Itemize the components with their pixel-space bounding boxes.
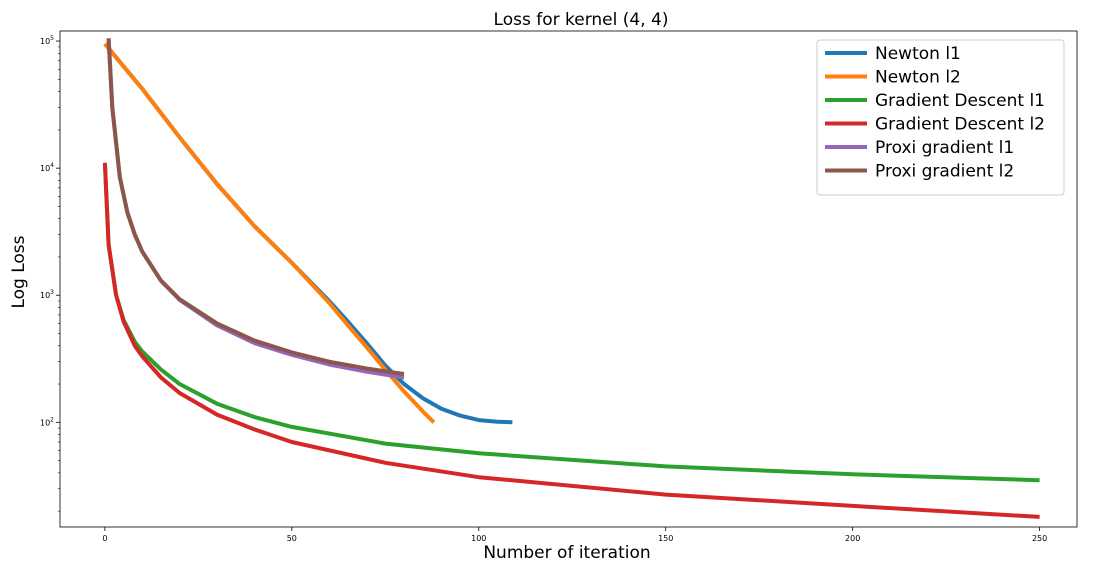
series-line-gradient-descent-l2 <box>102 162 1040 519</box>
plot-area <box>59 30 1078 528</box>
legend-items: Newton l1 Newton l2 Gradient Descent l1 Gra… <box>825 44 1045 182</box>
legend-label-newton-l2: Newton l2 <box>875 68 961 88</box>
y-axis-label: Log Loss <box>9 235 29 308</box>
x-tick-label: 100 <box>471 534 486 543</box>
x-tick-label: 50 <box>287 534 297 543</box>
x-axis-label: Number of iteration <box>483 543 650 563</box>
legend-label-gradient-descent-l1: Gradient Descent l1 <box>875 91 1045 111</box>
series-line-newton-l1 <box>103 42 513 425</box>
x-axis: 0 50 100 150 200 250 <box>102 527 1047 543</box>
y-tick-label: 105 <box>40 35 54 46</box>
plot-frame <box>59 30 1078 528</box>
series-line-gradient-descent-l1 <box>102 162 1040 483</box>
y-tick-label: 103 <box>40 289 54 300</box>
legend-label-proxi-gradient-l2: Proxi gradient l2 <box>875 162 1014 182</box>
series-line-newton-l2 <box>103 42 436 424</box>
series-layer <box>102 38 1040 519</box>
y-axis: 102 103 104 105 <box>40 35 60 512</box>
y-tick-label: 102 <box>40 416 54 427</box>
series-line-proxi-gradient-l1 <box>106 38 405 380</box>
x-tick-label: 0 <box>102 534 107 543</box>
chart-title: Loss for kernel (4, 4) <box>494 10 669 30</box>
series-line-proxi-gradient-l2 <box>106 38 405 376</box>
x-tick-label: 150 <box>658 534 673 543</box>
legend-label-gradient-descent-l2: Gradient Descent l2 <box>875 115 1045 135</box>
legend-box <box>816 39 1065 196</box>
legend-label-newton-l1: Newton l1 <box>875 44 961 64</box>
legend-label-proxi-gradient-l1: Proxi gradient l1 <box>875 138 1014 158</box>
x-tick-label: 200 <box>845 534 860 543</box>
y-tick-label: 104 <box>40 162 54 173</box>
x-tick-label: 250 <box>1032 534 1047 543</box>
legend: Newton l1 Newton l2 Gradient Descent l1 Gra… <box>816 39 1065 196</box>
